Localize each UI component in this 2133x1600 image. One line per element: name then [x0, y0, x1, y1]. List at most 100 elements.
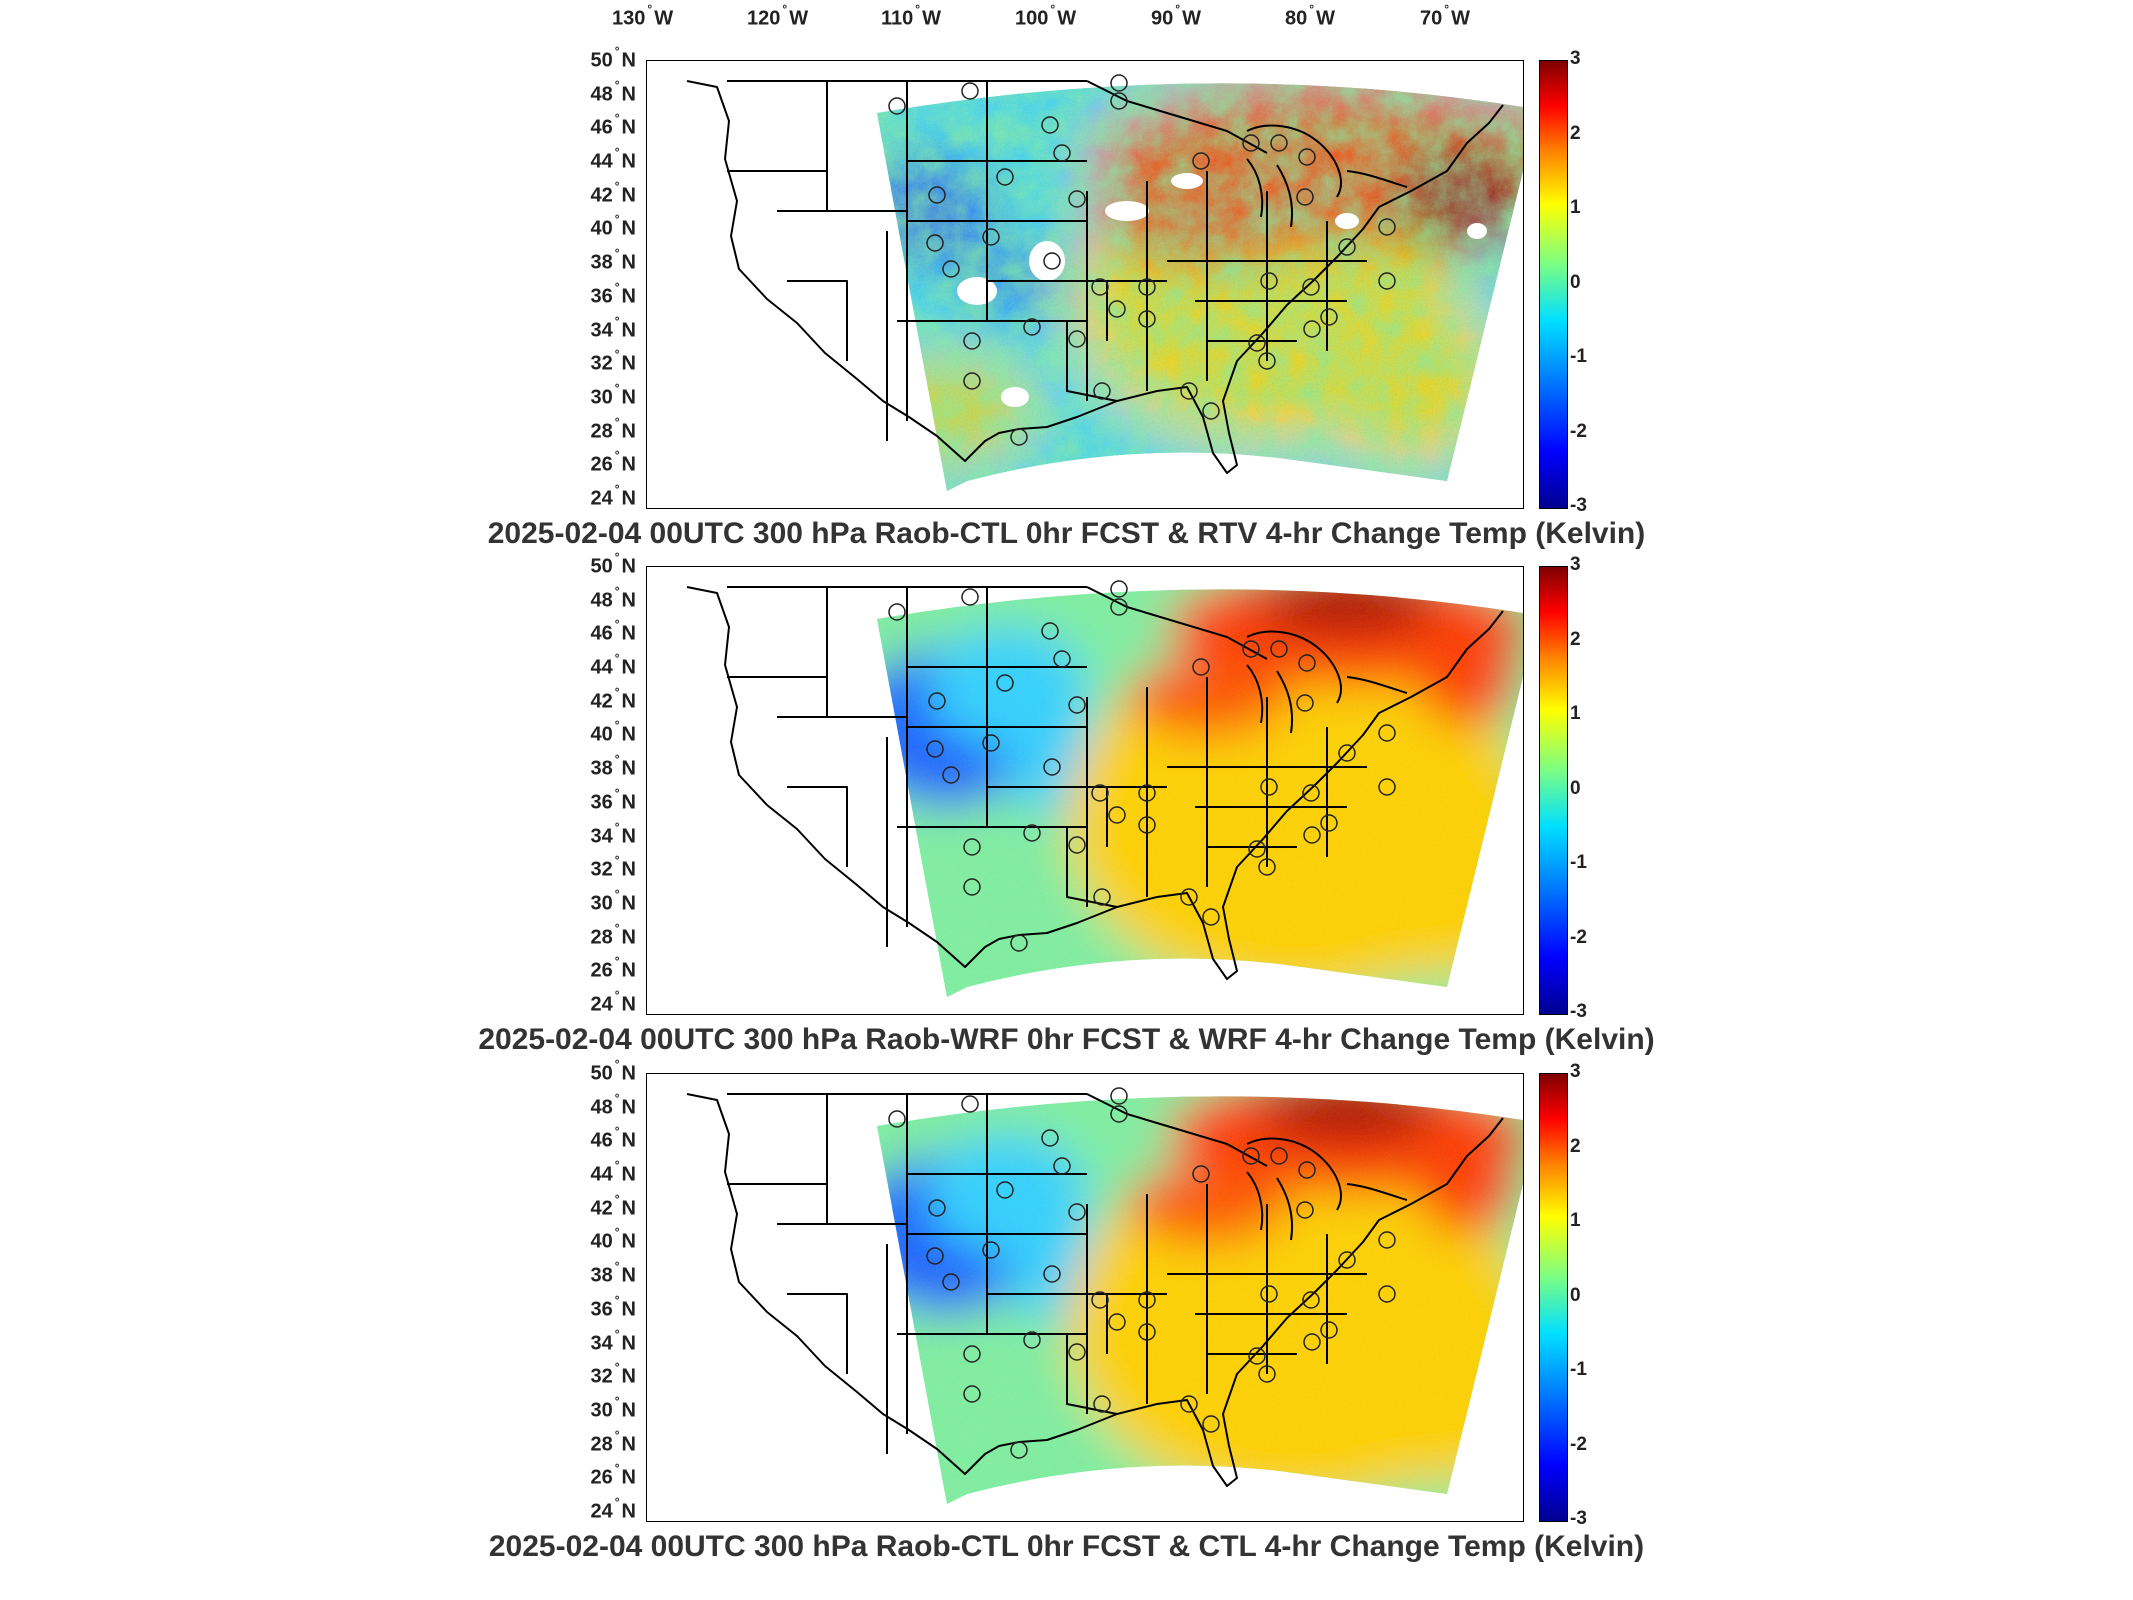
station-marker	[1248, 840, 1266, 858]
station-marker	[1242, 640, 1260, 658]
colorbar-tick: -2	[1570, 1433, 1587, 1455]
station-marker	[1258, 858, 1276, 876]
station-marker	[928, 1199, 946, 1217]
station-marker	[1068, 696, 1086, 714]
station-marker	[888, 1110, 906, 1128]
station-marker	[1338, 744, 1356, 762]
station-marker	[963, 372, 981, 390]
longitude-label: 130 ° W	[612, 2, 674, 30]
station-marker	[996, 674, 1014, 692]
station-marker	[1320, 308, 1338, 326]
station-marker	[1068, 836, 1086, 854]
station-marker	[1138, 278, 1156, 296]
station-marker	[1338, 1251, 1356, 1269]
latitude-label: 50 ° N	[590, 1057, 636, 1085]
colorbar-tick: 3	[1570, 48, 1581, 69]
station-marker	[1068, 1343, 1086, 1361]
colorbar-tick: 2	[1570, 628, 1581, 650]
panel-title: 2025-02-04 00UTC 300 hPa Raob-WRF 0hr FC…	[478, 1023, 1655, 1056]
station-marker	[1110, 92, 1128, 110]
station-marker	[1320, 1321, 1338, 1339]
colorbar	[1539, 60, 1568, 509]
station-marker	[928, 692, 946, 710]
station-marker	[926, 1247, 944, 1265]
latitude-label: 30 ° N	[590, 1393, 636, 1422]
station-marker	[1302, 784, 1320, 802]
colorbar-tick: -2	[1570, 926, 1587, 948]
state-borders	[686, 586, 1504, 980]
station-marker	[1296, 1201, 1314, 1219]
station-marker	[1248, 334, 1266, 352]
colorbar-tick: -3	[1570, 1508, 1587, 1529]
latitude-label: 30 ° N	[590, 886, 636, 915]
map-panel: 50 ° N 48 ° N 46 ° N 44 ° N 42 ° N 40 ° N 38 ° N 36 ° N 34 ° N 32 ° N…	[0, 550, 2133, 1063]
latitude-label: 38 ° N	[590, 752, 636, 780]
temperature-map	[646, 566, 1524, 1015]
colorbar-tick: 0	[1570, 1284, 1581, 1306]
colorbar-tick: 1	[1570, 197, 1581, 218]
latitude-label: 50 ° N	[590, 44, 636, 72]
longitude-label: 120 ° W	[747, 2, 809, 30]
latitude-label: 42 ° N	[590, 178, 636, 207]
station-marker	[1338, 238, 1356, 256]
station-marker	[1108, 1313, 1126, 1331]
latitude-label: 24 ° N	[590, 988, 636, 1016]
latitude-label: 48 ° N	[590, 77, 636, 106]
station-marker	[1010, 428, 1028, 446]
temperature-field	[877, 83, 1523, 491]
station-marker	[1110, 74, 1128, 92]
station-marker	[1258, 352, 1276, 370]
latitude-label: 32 ° N	[590, 347, 636, 375]
colorbar-tick: -1	[1570, 346, 1587, 367]
panel-title: 2025-02-04 00UTC 300 hPa Raob-CTL 0hr FC…	[487, 517, 1646, 550]
station-marker	[926, 740, 944, 758]
colorbar-tick: 0	[1570, 777, 1581, 799]
latitude-label: 32 ° N	[590, 1360, 636, 1388]
state-borders	[686, 80, 1504, 474]
longitude-label: 80 ° W	[1285, 2, 1335, 30]
station-marker	[1091, 278, 1109, 296]
station-marker	[996, 168, 1014, 186]
station-marker	[1068, 330, 1086, 348]
station-marker	[1093, 1395, 1111, 1413]
latitude-label: 40 ° N	[590, 1225, 636, 1254]
colorbar-tick: 2	[1570, 1135, 1581, 1157]
station-marker	[1242, 134, 1260, 152]
station-marker	[982, 734, 1000, 752]
station-marker	[1043, 1265, 1061, 1283]
station-marker	[1192, 1165, 1210, 1183]
latitude-label: 28 ° N	[590, 920, 636, 949]
station-marker	[1320, 814, 1338, 832]
colorbar-tick: 0	[1570, 271, 1581, 293]
station-marker	[1138, 1323, 1156, 1341]
latitude-label: 26 ° N	[590, 954, 636, 983]
station-marker	[1378, 1231, 1396, 1249]
latitude-label: 36 ° N	[590, 1292, 636, 1321]
latitude-label: 42 ° N	[590, 1191, 636, 1220]
station-marker	[1053, 650, 1071, 668]
station-marker	[963, 1385, 981, 1403]
station-marker	[1091, 1291, 1109, 1309]
station-marker	[1093, 888, 1111, 906]
station-marker	[1270, 134, 1288, 152]
latitude-label: 34 ° N	[590, 313, 636, 342]
station-marker	[1180, 382, 1198, 400]
station-marker	[1053, 144, 1071, 162]
station-marker	[1302, 278, 1320, 296]
station-marker	[1138, 784, 1156, 802]
latitude-label: 28 ° N	[590, 414, 636, 443]
latitude-label: 32 ° N	[590, 853, 636, 881]
station-marker	[1041, 1129, 1059, 1147]
station-marker	[1298, 148, 1316, 166]
station-marker	[1068, 190, 1086, 208]
station-marker	[1270, 1147, 1288, 1165]
latitude-label: 36 ° N	[590, 279, 636, 308]
latitude-label: 28 ° N	[590, 1427, 636, 1456]
station-marker	[1180, 888, 1198, 906]
raob-stations	[888, 74, 1396, 446]
station-marker	[1023, 318, 1041, 336]
station-marker	[1041, 622, 1059, 640]
longitude-label: 110 ° W	[881, 2, 941, 30]
station-marker	[1260, 1285, 1278, 1303]
station-marker	[963, 1345, 981, 1363]
